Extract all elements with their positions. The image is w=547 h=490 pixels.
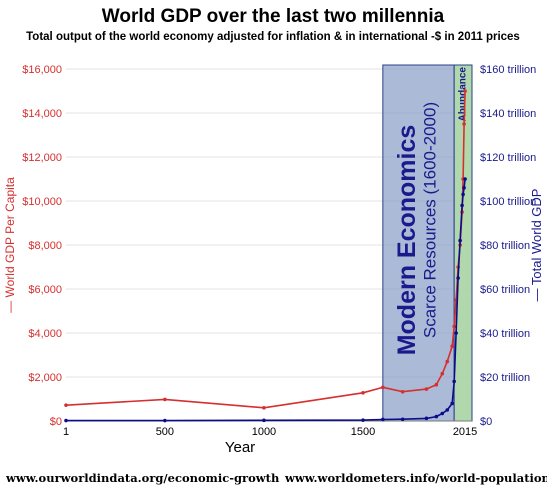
point-1-8 [440,411,445,416]
series-lines [64,89,467,423]
point-1-7 [434,414,439,419]
point-0-5 [400,389,405,394]
point-1-3 [361,418,365,422]
era-bands: Modern Economics Scarce Resources (1600-2… [382,64,473,422]
y-right-tick-label: $120 trillion [480,152,536,164]
point-0-17 [462,122,466,126]
x-axis-label: Year [225,439,255,456]
scarce-resources-label: Scarce Resources (1600-2000) [420,102,439,338]
point-1-5 [400,417,405,422]
source-right: www.worldometers.info/world-population/ [284,471,547,485]
x-tick-label: 1000 [252,426,276,438]
x-tick-label: 500 [156,426,174,438]
point-0-10 [450,344,454,349]
y-right-tick-label: $60 trillion [480,284,530,296]
gridlines [66,68,472,422]
point-0-7 [434,382,439,387]
point-1-17 [462,186,466,190]
point-0-1 [163,397,167,402]
axis-ticks: $0 $2,000 $4,000 $6,000 $8,000 $10,000 $12,000… [22,64,536,438]
point-0-2 [262,406,266,410]
point-1-13 [456,276,460,280]
y-right-tick-label: $160 trillion [480,64,536,76]
point-1-11 [452,379,456,384]
y-left-tick-label: $16,000 [22,64,62,76]
y-right-tick-label: $80 trillion [480,240,530,252]
point-1-16 [461,192,465,197]
point-0-0 [64,403,68,407]
y-right-tick-label: $100 trillion [480,196,536,208]
point-1-2 [262,418,266,423]
point-1-0 [64,418,68,423]
y-right-tick-label: $40 trillion [480,328,530,340]
point-1-12 [454,331,458,335]
y-left-tick-label: $2,000 [28,372,62,384]
chart-title: World GDP over the last two millennia [102,6,445,27]
point-1-14 [458,238,462,243]
y-left-tick-label: $10,000 [22,196,62,208]
y-right-tick-label: $140 trillion [480,108,536,120]
point-0-11 [452,324,456,329]
y-left-axis-label: — World GDP Per Capita [3,177,17,313]
y-left-tick-label: $4,000 [28,328,62,340]
point-0-4 [381,385,385,390]
point-1-9 [445,408,450,412]
x-tick-label: 1500 [351,426,375,438]
point-0-3 [361,391,365,395]
y-right-tick-label: $20 trillion [480,372,530,384]
point-1-10 [450,401,454,406]
point-0-9 [445,359,450,364]
point-1-6 [424,416,429,421]
y-left-tick-label: $0 [50,416,62,428]
point-0-6 [424,387,429,391]
source-left: www.ourworldindata.org/economic-growth [5,471,280,485]
point-1-1 [163,418,167,423]
chart-subtitle: Total output of the world economy adjust… [26,31,520,43]
y-right-axis-label: — Total World GDP [529,189,544,302]
point-0-8 [440,371,445,376]
abundance-label: Abundance [458,67,469,122]
y-right-tick-label: $0 [480,416,492,428]
point-1-18 [463,177,467,181]
x-tick-label: 2015 [453,426,477,438]
y-left-tick-label: $6,000 [28,284,62,296]
y-left-tick-label: $8,000 [28,240,62,252]
modern-economics-label: Modern Economics [393,125,421,356]
point-1-15 [460,203,464,208]
x-tick-label: 1 [63,426,69,438]
y-left-tick-label: $14,000 [22,108,62,120]
point-1-4 [381,417,385,422]
point-0-18 [463,89,467,93]
y-left-tick-label: $12,000 [22,152,62,164]
